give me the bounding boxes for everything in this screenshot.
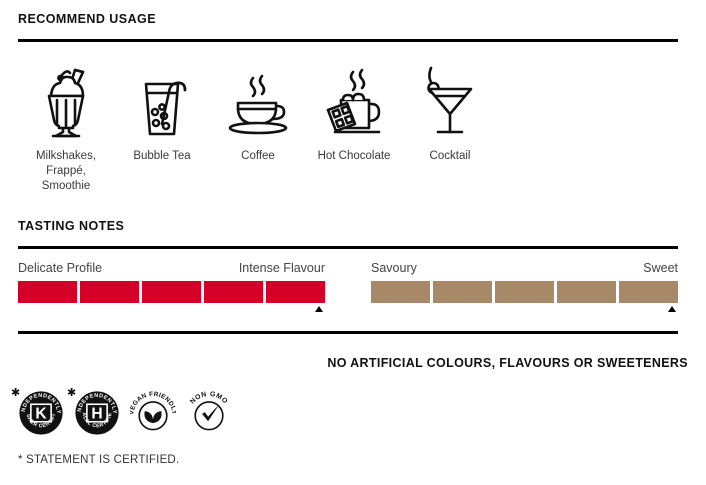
recommend-usage-divider <box>18 39 678 42</box>
halal-certified-badge: ✱ INDEPENDENTLY HALAL CERTIFIED H <box>67 386 120 441</box>
recommend-usage-heading: RECOMMEND USAGE <box>18 12 157 26</box>
milkshake-icon <box>37 62 95 140</box>
scale-segment <box>619 281 678 303</box>
svg-text:VEGAN FRIENDLY: VEGAN FRIENDLY <box>130 391 176 416</box>
tasting-scales: Delicate Profile Intense Flavour Savoury… <box>18 261 678 312</box>
asterisk-marker: ✱ <box>11 387 21 399</box>
scale-flavour-intensity: Delicate Profile Intense Flavour <box>18 261 325 312</box>
scale-segment <box>371 281 430 303</box>
scale-labels: Savoury Sweet <box>371 261 678 275</box>
usage-item-cocktail: Cocktail <box>402 62 498 164</box>
tasting-notes-heading: TASTING NOTES <box>18 219 125 233</box>
non-gmo-badge: NON GMO <box>186 390 232 441</box>
usage-label-hot-chocolate: Hot Chocolate <box>317 150 391 162</box>
usage-label-coffee: Coffee <box>241 150 275 162</box>
asterisk-marker: ✱ <box>67 387 77 399</box>
scale-marker <box>667 306 676 312</box>
tasting-notes-divider <box>18 246 678 249</box>
bubble-tea-icon <box>133 62 191 140</box>
scale-bar <box>18 281 325 303</box>
scale-segment <box>142 281 201 303</box>
scale-labels: Delicate Profile Intense Flavour <box>18 261 325 275</box>
svg-text:H: H <box>91 406 102 423</box>
scale-segment <box>204 281 263 303</box>
scale-segment <box>80 281 139 303</box>
scale-segment <box>433 281 492 303</box>
svg-text:NON GMO: NON GMO <box>189 391 229 406</box>
recommend-usage-list: Milkshakes, Frappé, Smoothie <box>18 62 678 194</box>
claim-divider <box>18 331 678 334</box>
usage-item-coffee: Coffee <box>210 62 306 164</box>
certification-footnote: * STATEMENT IS CERTIFIED. <box>18 454 180 466</box>
usage-item-hot-chocolate: Hot Chocolate <box>306 62 402 164</box>
coffee-cup-icon <box>222 62 294 140</box>
scale-right-label: Sweet <box>643 261 678 275</box>
scale-segment <box>557 281 616 303</box>
scale-segment <box>266 281 325 303</box>
scale-bar <box>371 281 678 303</box>
scale-right-label: Intense Flavour <box>238 261 325 275</box>
usage-label-cocktail: Cocktail <box>429 150 471 162</box>
scale-savoury-sweet: Savoury Sweet <box>371 261 678 312</box>
scale-segment <box>495 281 554 303</box>
usage-item-bubble-tea: Bubble Tea <box>114 62 210 164</box>
kosher-certified-badge: ✱ INDEPENDENTLY KOSHER CERTIFIED K <box>11 386 64 441</box>
usage-label-milkshake: Milkshakes, Frappé, Smoothie <box>35 150 97 192</box>
usage-item-milkshake: Milkshakes, Frappé, Smoothie <box>18 62 114 194</box>
scale-left-label: Savoury <box>371 261 417 275</box>
certification-badges: ✱ INDEPENDENTLY KOSHER CERTIFIED K ✱ <box>11 386 242 441</box>
scale-left-label: Delicate Profile <box>18 261 103 275</box>
usage-label-bubble-tea: Bubble Tea <box>133 150 191 162</box>
scale-marker <box>314 306 323 312</box>
scale-segment <box>18 281 77 303</box>
vegan-friendly-badge: VEGAN FRIENDLY <box>128 390 178 441</box>
hot-chocolate-icon <box>317 62 391 140</box>
no-artificial-claim: NO ARTIFICIAL COLOURS, FLAVOURS OR SWEET… <box>327 356 688 370</box>
svg-text:K: K <box>35 406 47 423</box>
cocktail-glass-icon <box>419 62 481 140</box>
